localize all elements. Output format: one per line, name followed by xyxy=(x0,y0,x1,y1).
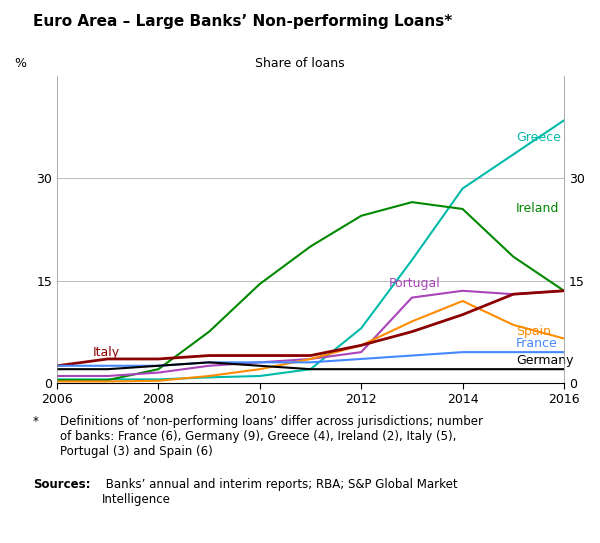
Text: Portugal: Portugal xyxy=(389,277,441,291)
Text: Italy: Italy xyxy=(92,346,119,358)
Text: %: % xyxy=(14,57,26,70)
Text: France: France xyxy=(516,337,557,350)
Text: Banks’ annual and interim reports; RBA; S&P Global Market
Intelligence: Banks’ annual and interim reports; RBA; … xyxy=(102,478,458,506)
Text: Euro Area – Large Banks’ Non-performing Loans*: Euro Area – Large Banks’ Non-performing … xyxy=(33,14,452,29)
Text: Spain: Spain xyxy=(516,325,551,338)
Text: Definitions of ‘non-performing loans’ differ across jurisdictions; number
of ban: Definitions of ‘non-performing loans’ di… xyxy=(60,415,483,458)
Text: Sources:: Sources: xyxy=(33,478,91,491)
Text: Germany: Germany xyxy=(516,355,574,368)
Text: Greece: Greece xyxy=(516,131,561,144)
Text: *: * xyxy=(33,415,39,428)
Text: Share of loans: Share of loans xyxy=(255,57,345,70)
Text: Ireland: Ireland xyxy=(516,203,559,216)
